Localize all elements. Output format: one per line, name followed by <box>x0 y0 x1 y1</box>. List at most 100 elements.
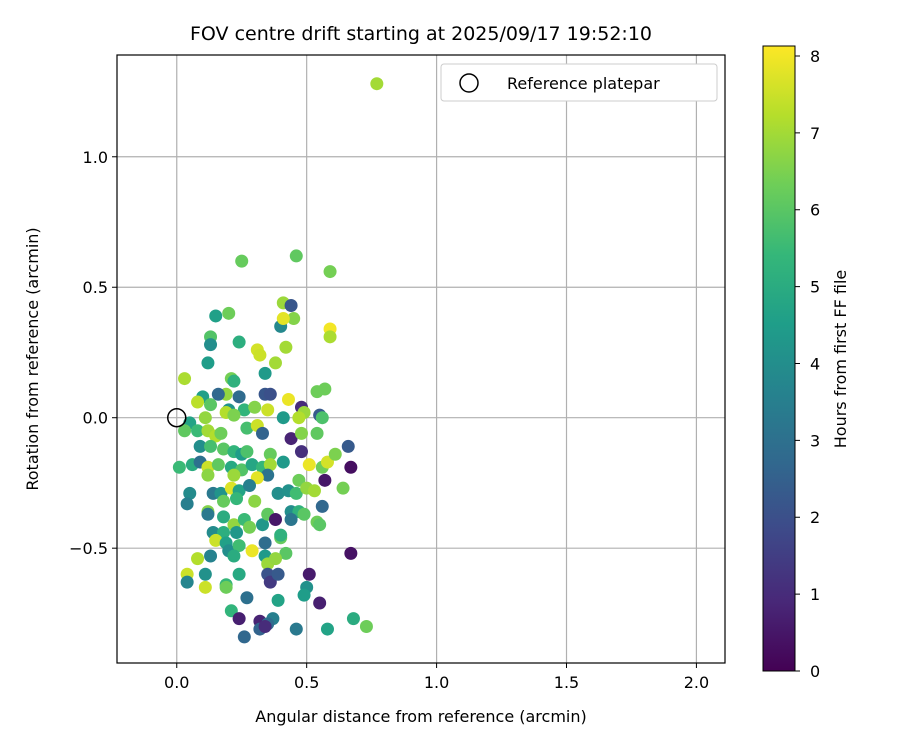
legend: Reference platepar <box>440 63 718 102</box>
legend-box <box>440 63 718 102</box>
data-point <box>281 392 295 406</box>
data-point <box>344 460 358 474</box>
colorbar-bar <box>762 45 796 672</box>
data-point <box>289 249 303 263</box>
data-point <box>232 612 246 626</box>
data-point <box>248 400 262 414</box>
data-point <box>279 546 293 560</box>
data-point <box>222 306 236 320</box>
data-point <box>178 424 192 438</box>
data-point <box>227 468 241 482</box>
data-point <box>268 512 282 526</box>
data-point <box>172 460 186 474</box>
data-point <box>232 567 246 581</box>
data-point <box>237 403 251 417</box>
data-point <box>284 432 298 446</box>
data-point <box>230 492 244 506</box>
data-point <box>315 499 329 513</box>
data-point <box>313 596 327 610</box>
data-point <box>204 549 218 563</box>
data-point <box>261 468 275 482</box>
data-point <box>243 520 257 534</box>
data-point <box>284 299 298 313</box>
colorbar-label: Hours from first FF file <box>831 270 850 449</box>
grid-lines <box>117 55 725 663</box>
data-point <box>279 340 293 354</box>
data-point <box>198 567 212 581</box>
data-point <box>204 338 218 352</box>
colorbar-tick-label: 7 <box>810 124 820 143</box>
data-point <box>289 486 303 500</box>
legend-marker <box>459 73 479 93</box>
data-point <box>307 484 321 498</box>
data-point <box>346 612 360 626</box>
colorbar-tick-label: 4 <box>810 354 820 373</box>
data-point <box>245 544 259 558</box>
data-point <box>271 593 285 607</box>
data-point <box>240 445 254 459</box>
data-point <box>211 387 225 401</box>
data-point <box>294 445 308 459</box>
data-point <box>198 411 212 425</box>
data-point <box>204 398 218 412</box>
x-tick-label: 0.0 <box>164 673 189 692</box>
data-point <box>310 426 324 440</box>
data-point <box>320 622 334 636</box>
colorbar-tick-label: 0 <box>810 662 820 681</box>
data-point <box>294 426 308 440</box>
data-point <box>323 265 337 279</box>
data-point <box>191 552 205 566</box>
data-point <box>209 533 223 547</box>
data-point <box>328 447 342 461</box>
data-point <box>258 366 272 380</box>
data-point <box>193 439 207 453</box>
data-point <box>297 588 311 602</box>
data-point <box>297 507 311 521</box>
data-point <box>292 411 306 425</box>
data-point <box>240 591 254 605</box>
data-point <box>217 510 231 524</box>
reference-platepar-marker <box>167 407 187 428</box>
data-point <box>201 507 215 521</box>
data-point <box>198 580 212 594</box>
data-point <box>204 439 218 453</box>
data-point <box>310 385 324 399</box>
data-point <box>287 312 301 326</box>
data-point <box>344 546 358 560</box>
data-point <box>227 374 241 388</box>
data-point <box>191 395 205 409</box>
legend-label: Reference platepar <box>507 74 660 93</box>
data-point <box>209 309 223 323</box>
y-axis-label: Rotation from reference (arcmin) <box>23 227 42 490</box>
data-point <box>235 254 249 268</box>
data-point <box>180 575 194 589</box>
data-point <box>214 426 228 440</box>
data-point <box>227 408 241 422</box>
data-point <box>284 512 298 526</box>
plot-frame <box>116 54 726 664</box>
data-point <box>230 526 244 540</box>
colorbar-tick-label: 2 <box>810 508 820 527</box>
data-point <box>232 539 246 553</box>
data-point <box>336 481 350 495</box>
data-point <box>276 411 290 425</box>
data-point <box>227 549 241 563</box>
colorbar-tick-label: 5 <box>810 278 820 297</box>
x-axis-label: Angular distance from reference (arcmin) <box>255 707 586 726</box>
data-point <box>268 552 282 566</box>
chart-title: FOV centre drift starting at 2025/09/17 … <box>190 23 652 45</box>
data-point <box>313 518 327 532</box>
y-tick-label: 1.0 <box>83 148 108 167</box>
data-point <box>318 473 332 487</box>
data-point <box>245 458 259 472</box>
data-point <box>271 567 285 581</box>
data-point <box>243 479 257 493</box>
data-point <box>191 424 205 438</box>
x-tick-label: 2.0 <box>684 673 709 692</box>
colorbar-tick-label: 8 <box>810 47 820 66</box>
data-point <box>253 348 267 362</box>
data-point <box>237 630 251 644</box>
data-point <box>232 335 246 349</box>
data-point <box>276 455 290 469</box>
